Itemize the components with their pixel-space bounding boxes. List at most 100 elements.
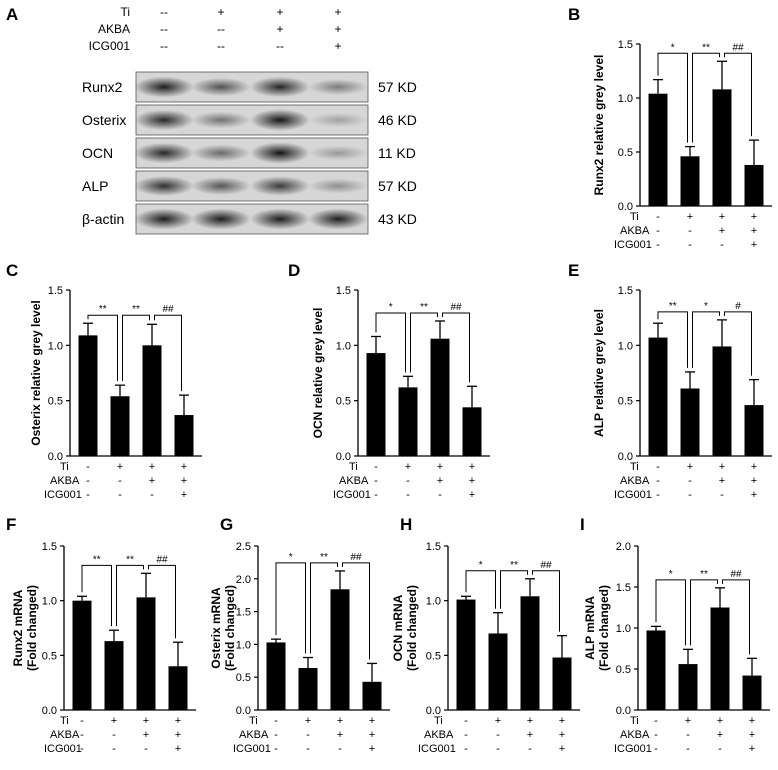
treatment-sign: - xyxy=(464,743,468,755)
significance-bracket xyxy=(500,570,528,609)
y-tick-label: 0.0 xyxy=(426,705,441,717)
blot-band xyxy=(308,208,368,230)
blot-band xyxy=(134,76,194,98)
panel-letter: F xyxy=(6,515,16,534)
y-tick-label: 0.0 xyxy=(618,201,633,213)
molecular-weight: 46 KD xyxy=(378,112,417,128)
treatment-label: Ti xyxy=(630,715,639,727)
significance-mark: ## xyxy=(156,554,168,565)
y-tick-label: 0.0 xyxy=(236,705,251,717)
bar xyxy=(298,668,318,710)
significance-bracket xyxy=(81,564,112,627)
treatment-sign: + xyxy=(143,729,149,741)
treatment-sign: - xyxy=(374,461,378,473)
treatment-sign: + xyxy=(276,5,283,19)
treatment-sign: + xyxy=(181,461,187,473)
treatment-sign: - xyxy=(306,743,310,755)
treatment-label: ICG001 xyxy=(44,489,82,501)
treatment-sign: - xyxy=(720,239,724,251)
treatment-label: ICG001 xyxy=(614,489,652,501)
treatment-sign: - xyxy=(274,729,278,741)
significance-bracket xyxy=(465,570,496,609)
blot-band xyxy=(191,111,251,129)
treatment-sign: - xyxy=(274,743,278,755)
treatment-sign: - xyxy=(144,743,148,755)
blot-band xyxy=(250,176,310,196)
treatment-sign: + xyxy=(559,743,565,755)
treatment-sign: + xyxy=(687,461,693,473)
significance-bracket xyxy=(690,579,718,646)
treatment-sign: - xyxy=(80,743,84,755)
significance-bracket xyxy=(275,562,306,654)
y-tick-label: 0.0 xyxy=(336,451,351,463)
treatment-label: ICG001 xyxy=(44,743,82,755)
blot-band xyxy=(191,77,251,97)
panel-letter: G xyxy=(220,515,233,534)
treatment-label: AKBA xyxy=(50,729,80,741)
treatment-sign: + xyxy=(369,729,375,741)
blot-band xyxy=(191,177,251,195)
significance-mark: ** xyxy=(99,304,107,315)
treatment-sign: -- xyxy=(160,5,168,19)
y-tick-label: 2.5 xyxy=(236,541,251,553)
treatment-sign: + xyxy=(111,715,117,727)
treatment-sign: + xyxy=(527,715,533,727)
treatment-sign: - xyxy=(496,729,500,741)
treatment-sign: - xyxy=(438,489,442,501)
y-tick-label: 1.5 xyxy=(48,285,63,297)
blot-band xyxy=(250,109,310,131)
treatment-sign: + xyxy=(719,461,725,473)
treatment-label: Ti xyxy=(349,461,358,473)
treatment-sign: + xyxy=(751,461,757,473)
y-tick-label: 2.0 xyxy=(616,541,631,553)
treatment-sign: - xyxy=(406,489,410,501)
treatment-sign: - xyxy=(86,489,90,501)
treatment-sign: + xyxy=(559,715,565,727)
bar xyxy=(710,607,730,710)
y-axis-label: ALP relative grey level xyxy=(592,309,606,437)
significance-bracket xyxy=(122,314,150,382)
treatment-sign: + xyxy=(305,715,311,727)
treatment-label: ICG001 xyxy=(614,239,652,251)
treatment-sign: - xyxy=(406,475,410,487)
y-tick-label: 0.5 xyxy=(42,650,57,662)
treatment-sign: - xyxy=(654,729,658,741)
treatment-sign: - xyxy=(656,239,660,251)
treatment-sign: - xyxy=(656,489,660,501)
y-axis-label-units: (Fold changed) xyxy=(25,585,39,671)
bar xyxy=(646,630,666,710)
treatment-sign: + xyxy=(717,729,723,741)
bar xyxy=(462,407,482,456)
protein-label: OCN xyxy=(82,145,113,161)
significance-mark: ## xyxy=(732,42,744,53)
treatment-sign: + xyxy=(117,461,123,473)
treatment-sign: - xyxy=(374,489,378,501)
treatment-label: Ti xyxy=(60,715,69,727)
panel-letter: E xyxy=(568,261,579,280)
treatment-sign: + xyxy=(175,743,181,755)
treatment-sign: -- xyxy=(276,39,284,53)
significance-mark: ** xyxy=(510,560,518,571)
treatment-sign: - xyxy=(654,715,658,727)
treatment-sign: -- xyxy=(217,22,225,36)
treatment-sign: + xyxy=(149,475,155,487)
treatment-sign: - xyxy=(496,743,500,755)
treatment-sign: - xyxy=(464,729,468,741)
treatment-sign: - xyxy=(374,475,378,487)
blot-band xyxy=(134,176,194,196)
treatment-sign: + xyxy=(175,729,181,741)
significance-mark: ** xyxy=(700,569,708,580)
treatment-sign: - xyxy=(118,475,122,487)
treatment-sign: - xyxy=(464,715,468,727)
treatment-sign: + xyxy=(337,729,343,741)
treatment-sign: + xyxy=(334,22,341,36)
significance-bracket xyxy=(310,562,338,654)
blot-band xyxy=(134,208,194,230)
y-tick-label: 1.0 xyxy=(618,93,633,105)
significance-mark: ## xyxy=(730,569,742,580)
significance-bracket xyxy=(442,312,470,383)
treatment-sign: + xyxy=(149,461,155,473)
